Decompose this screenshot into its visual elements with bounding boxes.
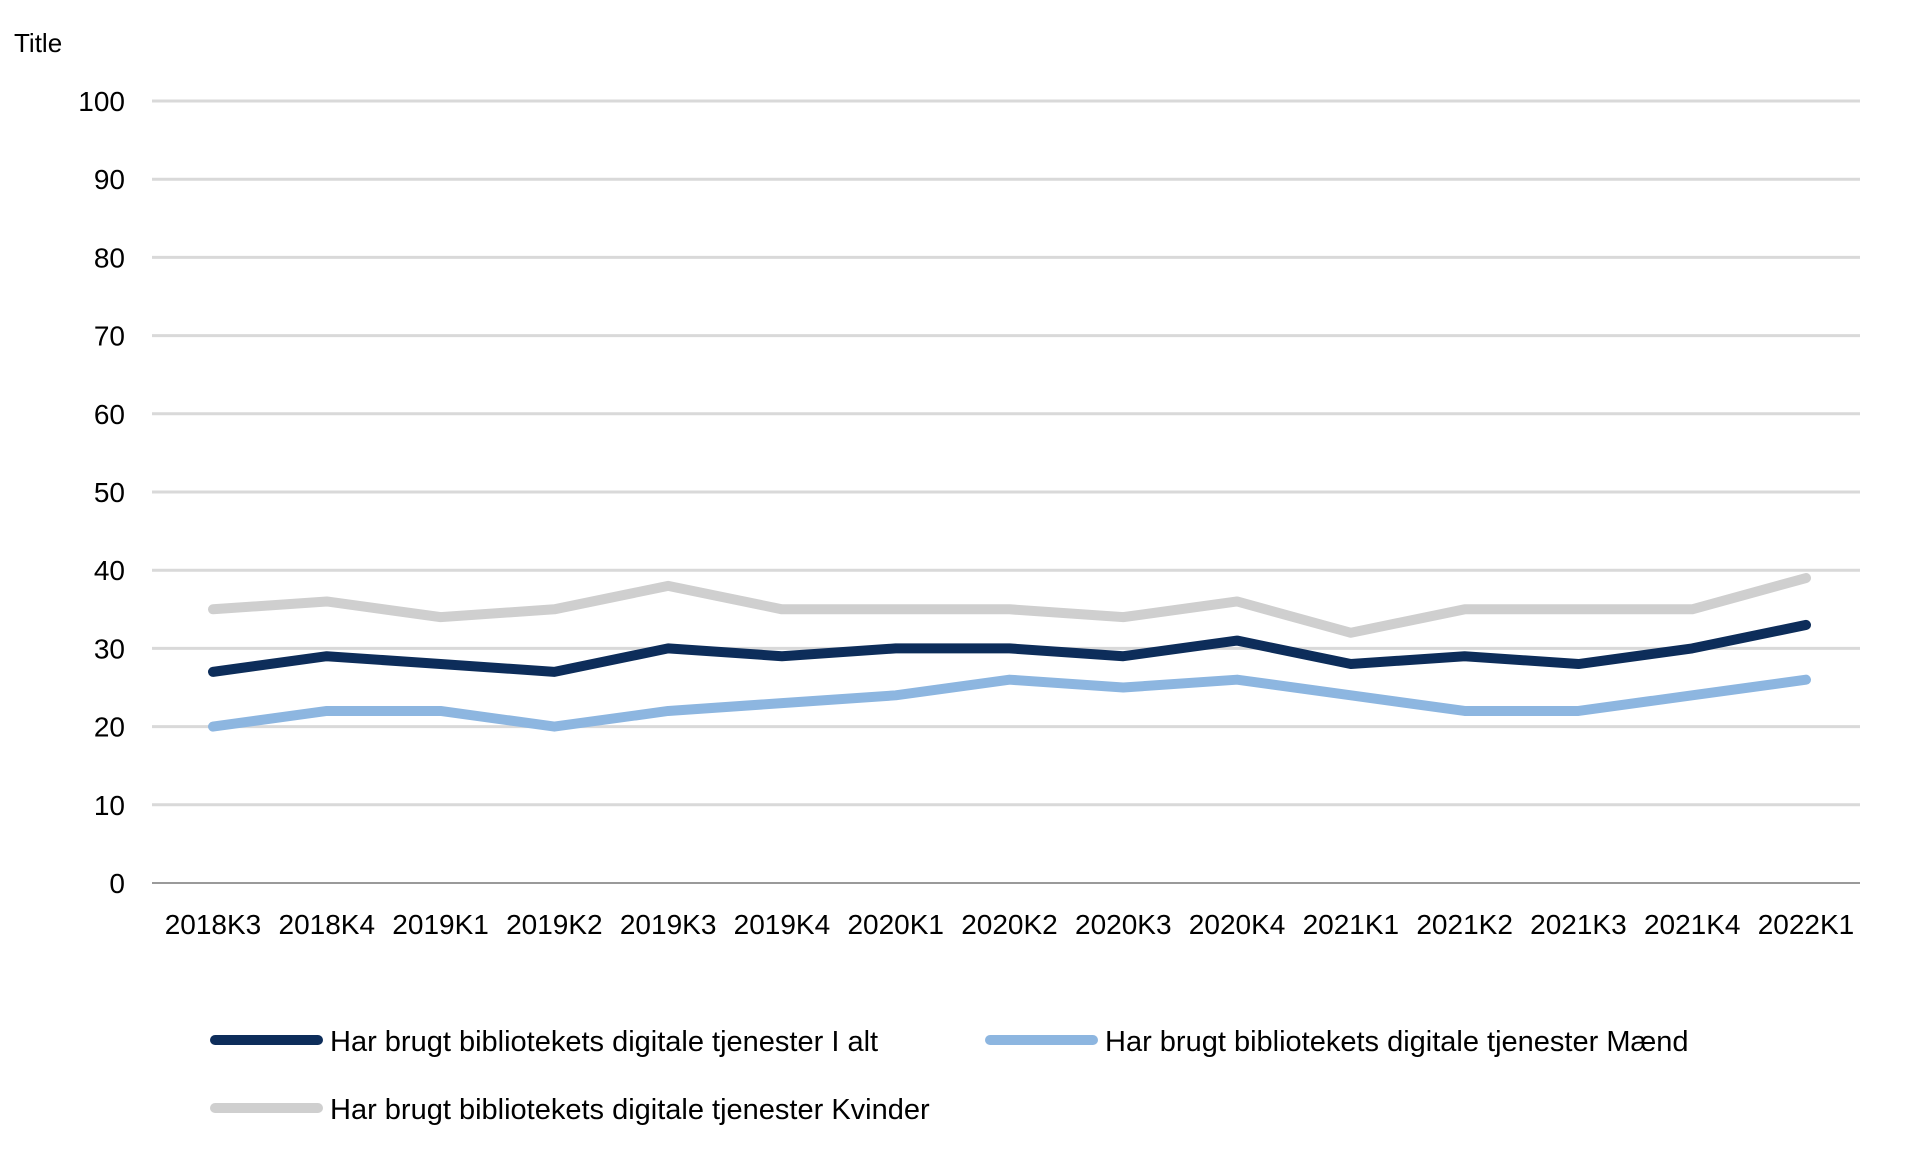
legend: Har brugt bibliotekets digitale tjeneste…	[210, 1026, 1689, 1126]
x-tick-label: 2020K3	[1075, 909, 1172, 940]
y-tick-label: 0	[109, 868, 125, 899]
legend-item-0: Har brugt bibliotekets digitale tjeneste…	[210, 1026, 878, 1058]
x-tick-label: 2020K2	[961, 909, 1058, 940]
x-tick-label: 2021K3	[1530, 909, 1627, 940]
y-tick-label: 20	[94, 712, 125, 743]
y-tick-label: 90	[94, 164, 125, 195]
x-tick-labels: 2018K3 2018K4 2019K1 2019K2 2019K3 2019K4 2020…	[165, 909, 1855, 940]
gridlines	[152, 99, 1860, 884]
x-tick-label: 2018K3	[165, 909, 262, 940]
y-tick-label: 60	[94, 399, 125, 430]
legend-item-1: Har brugt bibliotekets digitale tjeneste…	[985, 1026, 1689, 1058]
x-tick-label: 2019K3	[620, 909, 717, 940]
x-tick-label: 2018K4	[279, 909, 376, 940]
x-tick-label: 2022K1	[1758, 909, 1855, 940]
x-tick-label: 2019K1	[392, 909, 489, 940]
y-tick-label: 100	[78, 86, 125, 117]
series-line-2	[208, 573, 1811, 638]
y-tick-labels: 0 10 20 30 40 50 60 70 80 90 100	[78, 86, 125, 899]
y-tick-label: 70	[94, 321, 125, 352]
x-tick-label: 2020K4	[1189, 909, 1286, 940]
legend-label: Har brugt bibliotekets digitale tjeneste…	[330, 1026, 878, 1058]
y-tick-label: 80	[94, 242, 125, 273]
x-tick-label: 2021K1	[1303, 909, 1400, 940]
x-tick-label: 2019K2	[506, 909, 603, 940]
legend-label: Har brugt bibliotekets digitale tjeneste…	[1105, 1026, 1689, 1058]
series-lines	[208, 573, 1811, 732]
series-line-0	[208, 619, 1811, 677]
x-tick-label: 2020K1	[847, 909, 944, 940]
x-tick-label: 2021K4	[1644, 909, 1741, 940]
legend-item-2: Har brugt bibliotekets digitale tjeneste…	[210, 1094, 930, 1126]
y-tick-label: 40	[94, 555, 125, 586]
x-tick-label: 2021K2	[1416, 909, 1513, 940]
y-tick-label: 30	[94, 633, 125, 664]
x-tick-label: 2019K4	[734, 909, 831, 940]
y-tick-label: 50	[94, 477, 125, 508]
series-line-1	[208, 674, 1811, 732]
y-tick-label: 10	[94, 790, 125, 821]
y-axis-title: Title	[14, 28, 62, 58]
legend-label: Har brugt bibliotekets digitale tjeneste…	[330, 1094, 930, 1126]
